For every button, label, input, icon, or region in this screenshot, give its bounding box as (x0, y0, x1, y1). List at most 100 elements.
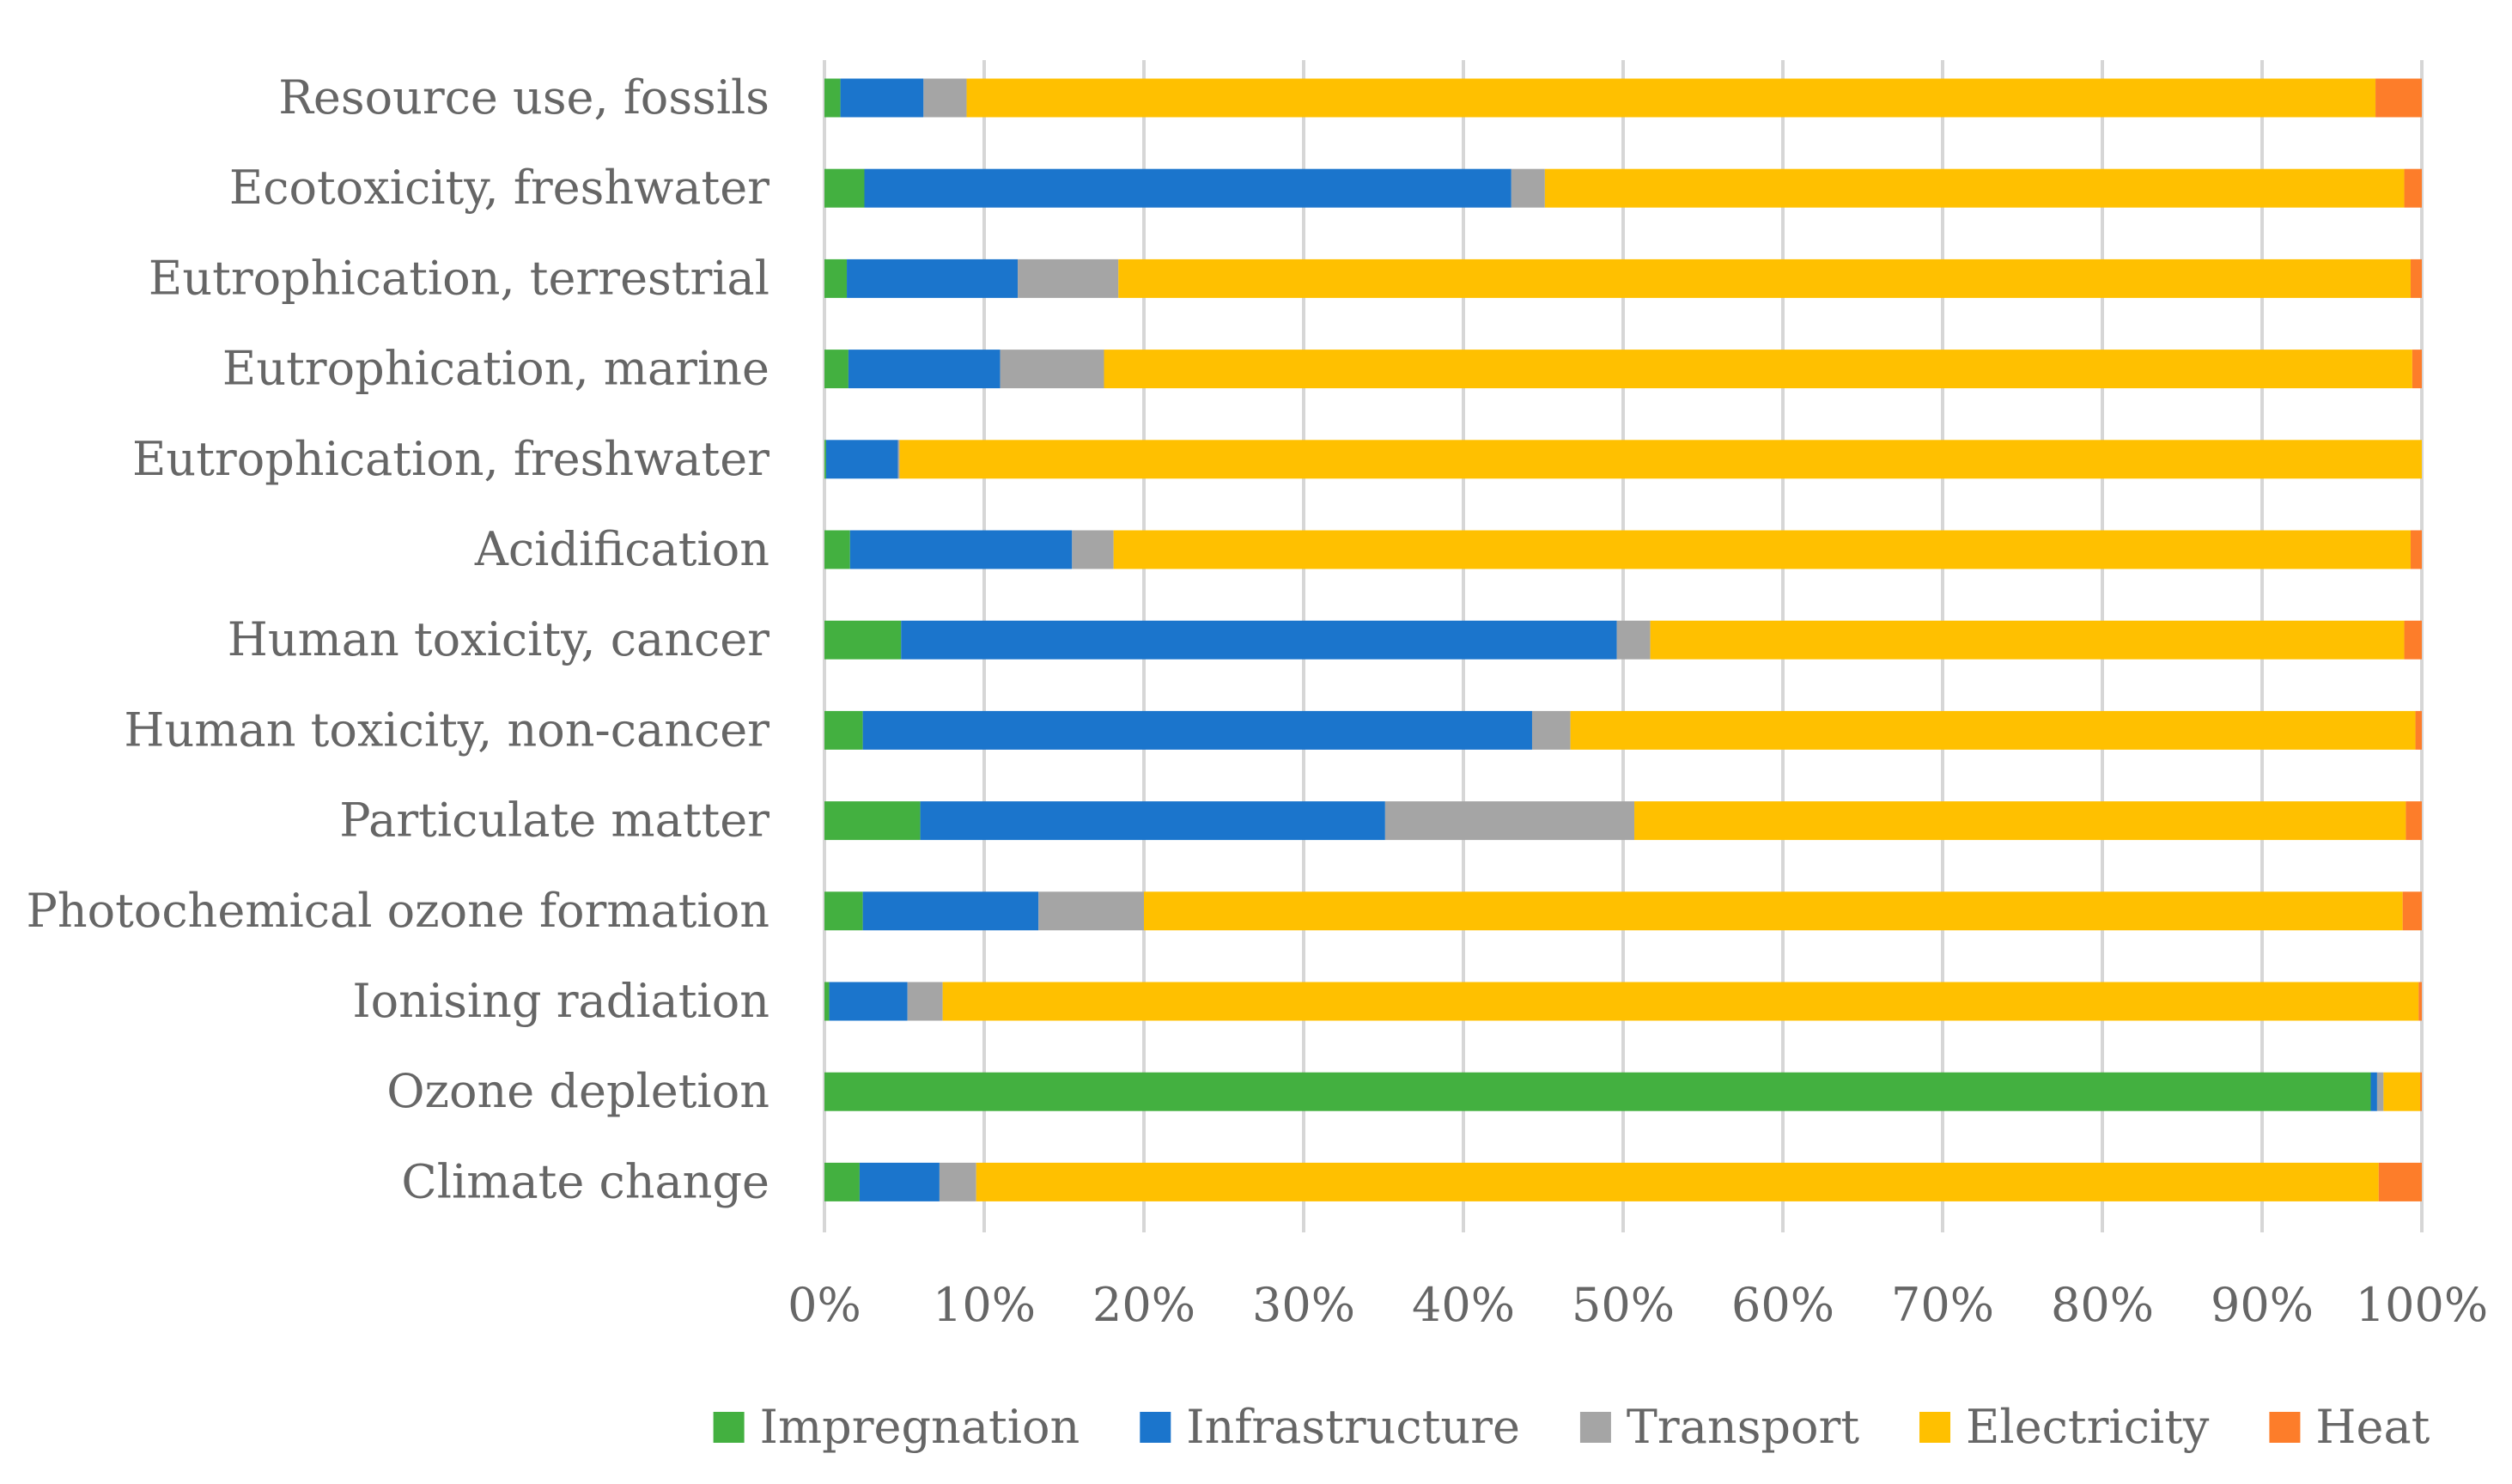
bar-infrastructure-ionising-radiation (829, 982, 908, 1021)
bar-transport-climate-change (939, 1162, 976, 1201)
bar-heat-eutrophication-marine (2412, 350, 2422, 389)
bar-transport-eutrophication-freshwater (897, 440, 900, 479)
bar-heat-photochemical-ozone-formation (2402, 891, 2422, 931)
bar-transport-eutrophication-terrestrial (1018, 258, 1119, 298)
bar-heat-human-toxicity-non-cancer (2415, 710, 2422, 750)
category-label-photochemical-ozone-formation: Photochemical ozone formation (26, 884, 769, 938)
bar-infrastructure-climate-change (859, 1162, 940, 1201)
bar-infrastructure-eutrophication-marine (848, 350, 1001, 389)
bar-infrastructure-acidification (849, 530, 1073, 569)
bar-electricity-particulate-matter (1634, 801, 2406, 841)
bar-heat-ozone-depletion (2420, 1072, 2422, 1111)
bar-heat-ecotoxicity-freshwater (2404, 168, 2422, 208)
bar-electricity-acidification (1113, 530, 2411, 569)
bar-impregnation-ecotoxicity-freshwater (824, 168, 865, 208)
bar-electricity-eutrophication-marine (1104, 350, 2412, 389)
bar-heat-acidification (2410, 530, 2422, 569)
bar-impregnation-acidification (824, 530, 850, 569)
bar-electricity-resource-use-fossils (966, 78, 2376, 118)
x-tick-70: 70% (1891, 1278, 1994, 1332)
x-axis-tick-labels: 0% 10% 20% 30% 40% 50% 60% 70% 80% 90% 100% (788, 1278, 2488, 1332)
x-tick-40: 40% (1412, 1278, 1515, 1332)
legend-swatch-impregnation (713, 1412, 745, 1443)
bar-heat-ionising-radiation (2418, 982, 2422, 1021)
legend-swatch-infrastructure (1140, 1412, 1171, 1443)
x-tick-90: 90% (2211, 1278, 2314, 1332)
bar-impregnation-eutrophication-freshwater (824, 440, 826, 479)
bar-electricity-human-toxicity-non-cancer (1570, 710, 2416, 750)
bar-infrastructure-particulate-matter (920, 801, 1385, 841)
category-label-ozone-depletion: Ozone depletion (386, 1064, 769, 1118)
bar-electricity-climate-change (976, 1162, 2379, 1201)
bar-segments (824, 78, 2422, 1201)
bar-heat-resource-use-fossils (2375, 78, 2422, 118)
bar-electricity-human-toxicity-cancer (1650, 620, 2405, 660)
category-label-eutrophication-marine: Eutrophication, marine (222, 342, 769, 396)
bar-impregnation-ionising-radiation (824, 982, 830, 1021)
category-label-resource-use-fossils: Resource use, fossils (278, 70, 769, 125)
x-tick-10: 10% (933, 1278, 1036, 1332)
category-label-climate-change: Climate change (401, 1154, 769, 1208)
category-label-ionising-radiation: Ionising radiation (352, 974, 769, 1028)
bar-infrastructure-human-toxicity-cancer (901, 620, 1617, 660)
x-tick-100: 100% (2356, 1278, 2488, 1332)
x-tick-30: 30% (1252, 1278, 1355, 1332)
legend-label-transport: Transport (1627, 1400, 1859, 1454)
bar-infrastructure-human-toxicity-non-cancer (862, 710, 1532, 750)
x-tick-80: 80% (2051, 1278, 2154, 1332)
bar-transport-photochemical-ozone-formation (1038, 891, 1144, 931)
category-label-human-toxicity-non-cancer: Human toxicity, non-cancer (124, 702, 769, 757)
bar-impregnation-human-toxicity-non-cancer (824, 710, 863, 750)
category-label-particulate-matter: Particulate matter (339, 794, 769, 848)
category-labels: Resource use, fossils Ecotoxicity, freshw… (26, 70, 769, 1208)
x-tick-20: 20% (1092, 1278, 1195, 1332)
bar-impregnation-ozone-depletion (824, 1072, 2371, 1111)
bar-transport-particulate-matter (1384, 801, 1635, 841)
bar-transport-resource-use-fossils (923, 78, 967, 118)
bar-electricity-photochemical-ozone-formation (1144, 891, 2403, 931)
category-label-acidification: Acidification (474, 522, 769, 576)
legend-label-infrastructure: Infrastructure (1186, 1400, 1520, 1454)
bar-heat-human-toxicity-cancer (2404, 620, 2422, 660)
bar-impregnation-climate-change (824, 1162, 860, 1201)
x-tick-0: 0% (788, 1278, 861, 1332)
bar-heat-particulate-matter (2406, 801, 2422, 841)
category-label-human-toxicity-cancer: Human toxicity, cancer (228, 612, 769, 666)
bar-heat-eutrophication-terrestrial (2410, 258, 2422, 298)
legend-label-heat: Heat (2315, 1400, 2430, 1454)
bar-electricity-ecotoxicity-freshwater (1544, 168, 2405, 208)
bar-electricity-ozone-depletion (2383, 1072, 2421, 1111)
legend: Impregnation Infrastructure Transport Elect… (713, 1400, 2430, 1454)
bar-heat-climate-change (2378, 1162, 2422, 1201)
bar-infrastructure-eutrophication-terrestrial (847, 258, 1019, 298)
bar-impregnation-eutrophication-terrestrial (824, 258, 848, 298)
bar-impregnation-eutrophication-marine (824, 350, 848, 389)
bar-transport-ozone-depletion (2376, 1072, 2384, 1111)
bar-infrastructure-resource-use-fossils (840, 78, 924, 118)
legend-swatch-electricity (1919, 1412, 1951, 1443)
bar-electricity-ionising-radiation (942, 982, 2419, 1021)
bar-transport-human-toxicity-non-cancer (1531, 710, 1571, 750)
bar-infrastructure-ecotoxicity-freshwater (864, 168, 1511, 208)
bar-impregnation-resource-use-fossils (824, 78, 841, 118)
bar-transport-human-toxicity-cancer (1616, 620, 1651, 660)
category-label-eutrophication-terrestrial: Eutrophication, terrestrial (149, 251, 769, 305)
bar-transport-ecotoxicity-freshwater (1511, 168, 1545, 208)
legend-label-electricity: Electricity (1966, 1400, 2210, 1454)
x-tick-50: 50% (1572, 1278, 1675, 1332)
bar-transport-eutrophication-marine (1000, 350, 1104, 389)
bar-impregnation-photochemical-ozone-formation (824, 891, 863, 931)
bar-transport-acidification (1072, 530, 1114, 569)
bar-transport-ionising-radiation (907, 982, 943, 1021)
legend-swatch-heat (2269, 1412, 2301, 1443)
bar-electricity-eutrophication-freshwater (899, 440, 2422, 479)
bar-infrastructure-ozone-depletion (2370, 1072, 2377, 1111)
legend-label-impregnation: Impregnation (760, 1400, 1080, 1454)
category-label-eutrophication-freshwater: Eutrophication, freshwater (132, 432, 769, 486)
bar-impregnation-particulate-matter (824, 801, 921, 841)
bar-infrastructure-photochemical-ozone-formation (862, 891, 1039, 931)
bar-impregnation-human-toxicity-cancer (824, 620, 902, 660)
x-tick-60: 60% (1731, 1278, 1834, 1332)
bar-infrastructure-eutrophication-freshwater (825, 440, 898, 479)
